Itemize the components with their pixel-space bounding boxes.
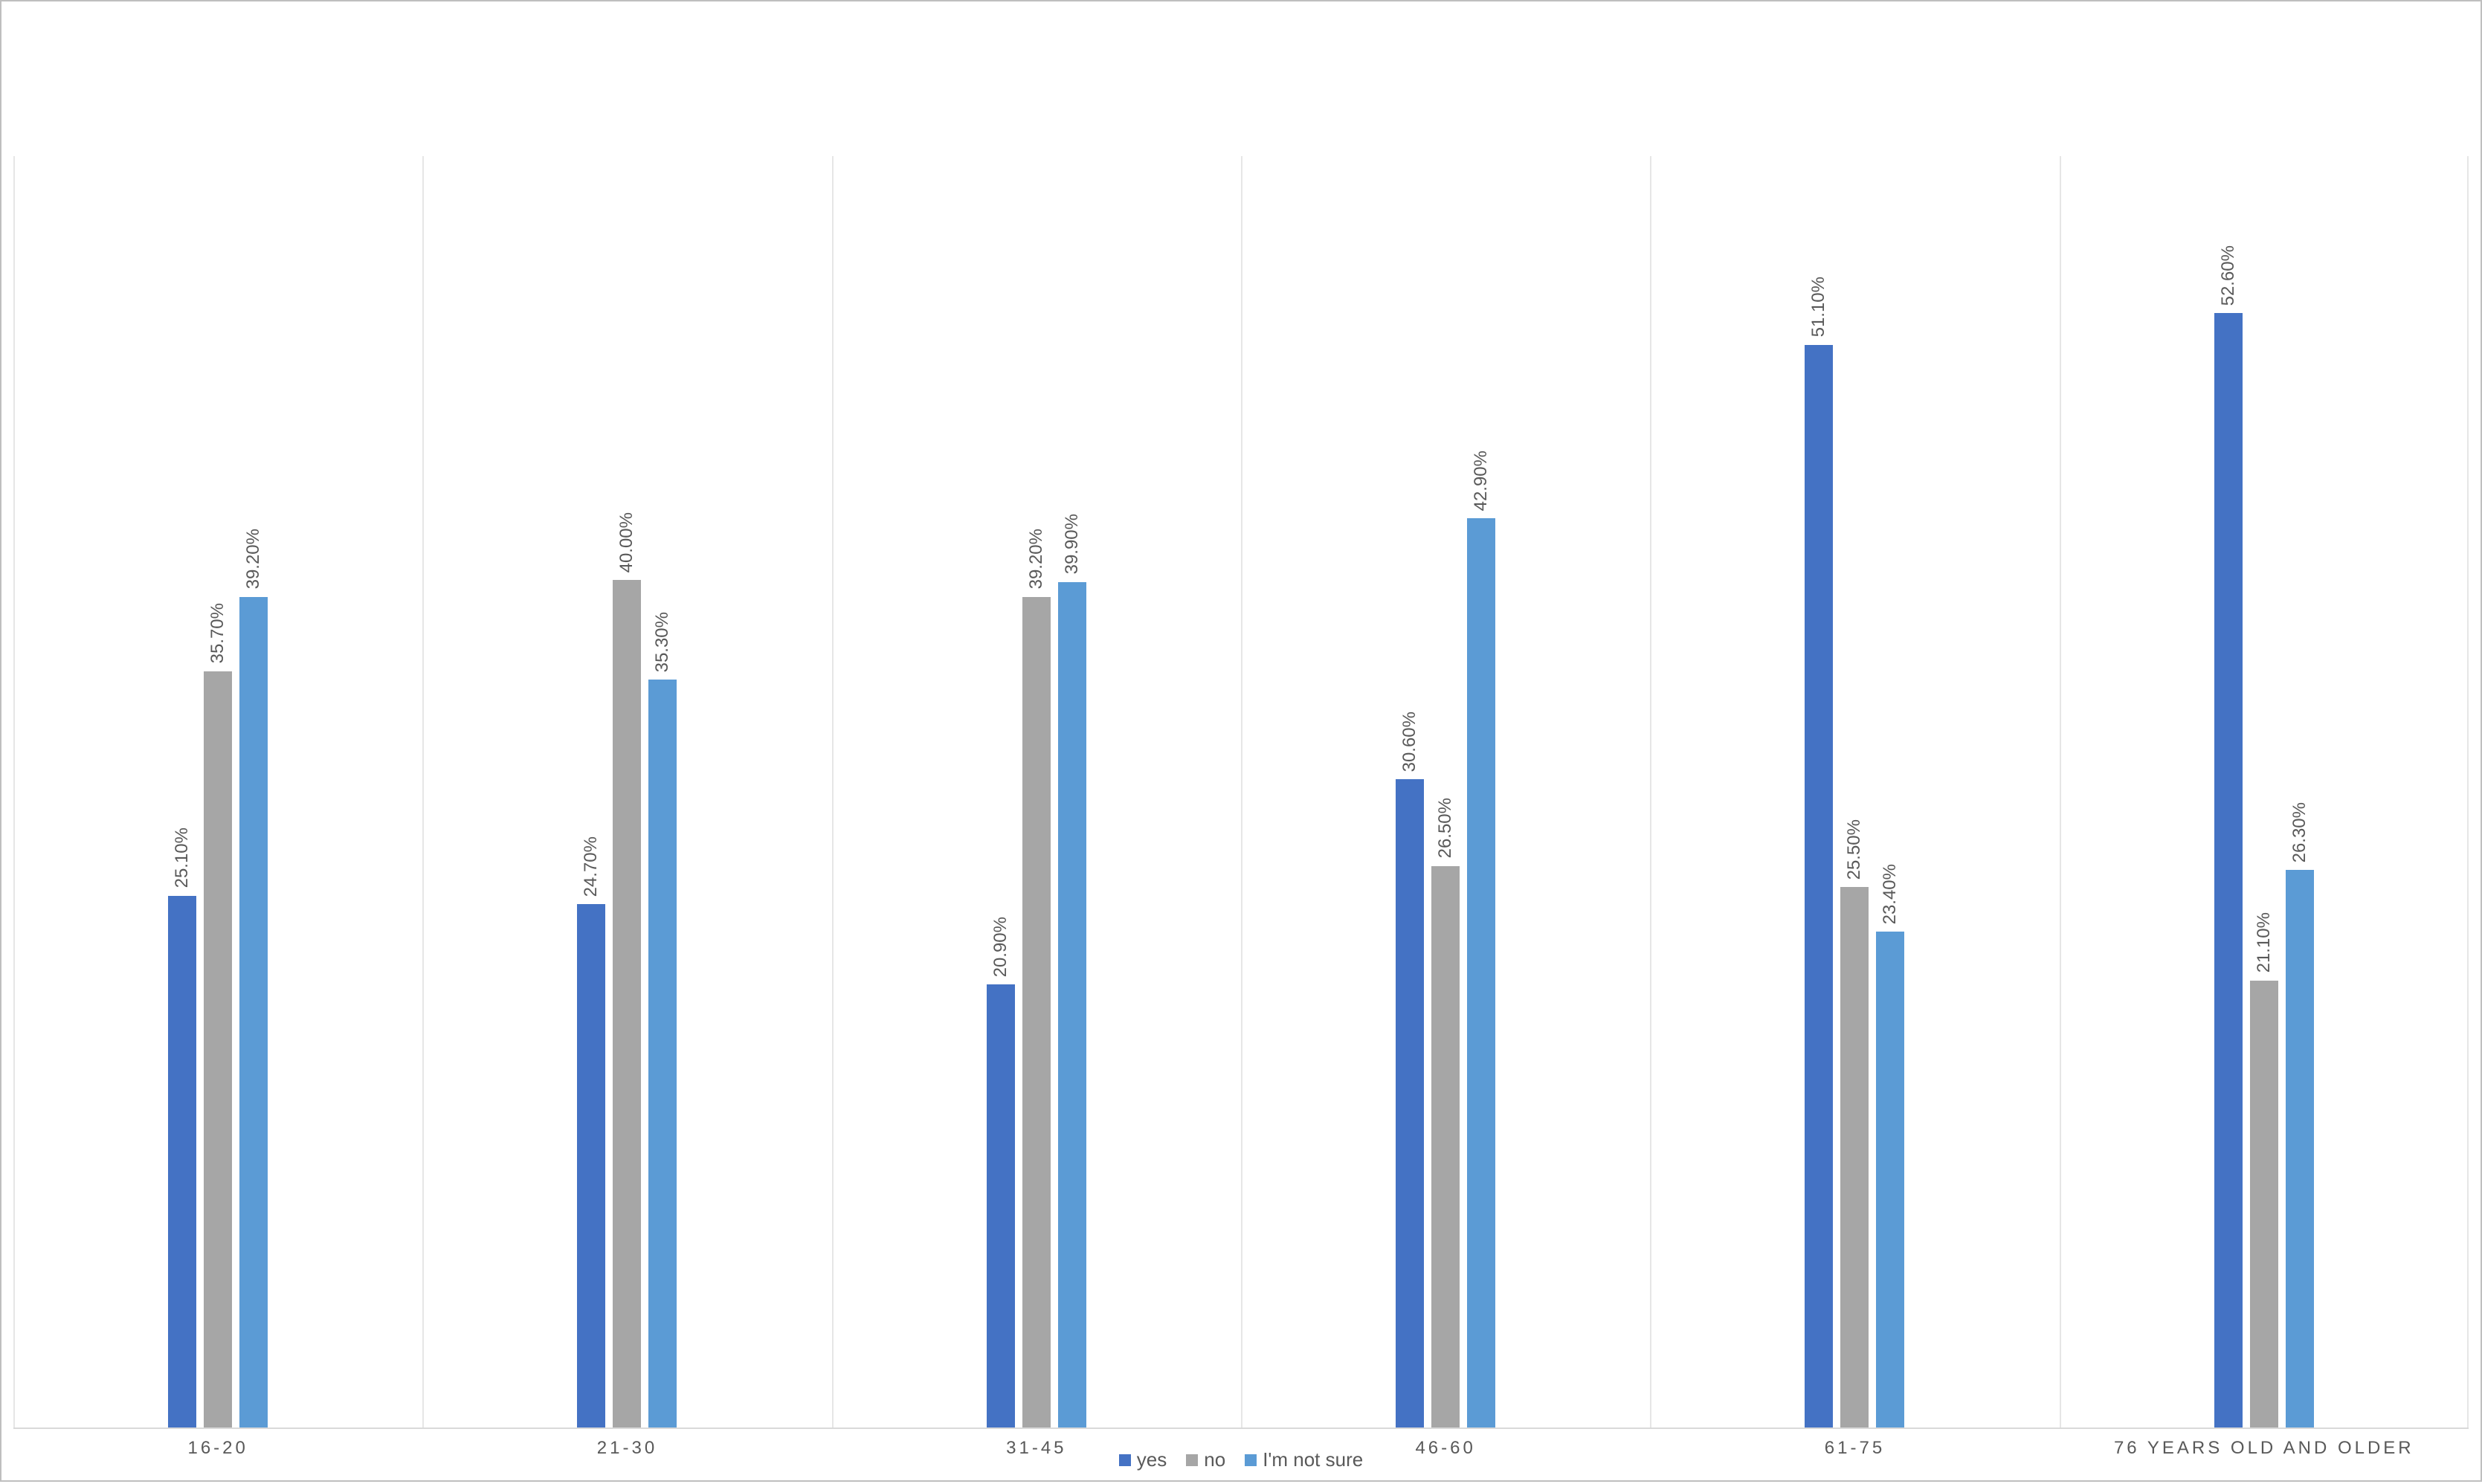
bar-value-label: 25.10% bbox=[172, 828, 193, 888]
bar-wrap: 25.10% bbox=[168, 15, 196, 1427]
bar bbox=[1396, 779, 1424, 1427]
bar-wrap: 35.70% bbox=[204, 15, 232, 1427]
category-group: 25.10% 35.70% 39.20% bbox=[13, 15, 422, 1427]
bar-wrap: 21.10% bbox=[2250, 15, 2278, 1427]
chart-frame: 25.10% 35.70% 39.20% 24.70% 40.00% 35.30% 20.9… bbox=[0, 0, 2482, 1482]
bar-value-label: 42.90% bbox=[1471, 451, 1492, 511]
bar bbox=[648, 680, 677, 1427]
bar bbox=[1840, 887, 1869, 1427]
bar-wrap: 26.30% bbox=[2286, 15, 2314, 1427]
bar bbox=[2214, 313, 2243, 1427]
bar-value-label: 26.30% bbox=[2289, 802, 2310, 862]
bar-wrap: 39.90% bbox=[1058, 15, 1086, 1427]
bar-value-label: 21.10% bbox=[2254, 912, 2275, 972]
category-group: 30.60% 26.50% 42.90% bbox=[1241, 15, 1650, 1427]
category-group: 24.70% 40.00% 35.30% bbox=[422, 15, 831, 1427]
bar-wrap: 40.00% bbox=[613, 15, 641, 1427]
bar-value-label: 40.00% bbox=[616, 512, 637, 572]
plot-area: 25.10% 35.70% 39.20% 24.70% 40.00% 35.30% 20.9… bbox=[13, 15, 2469, 1429]
bar-value-label: 20.90% bbox=[990, 917, 1011, 977]
bar-wrap: 26.50% bbox=[1431, 15, 1460, 1427]
bar-value-label: 24.70% bbox=[581, 836, 602, 897]
bar-wrap: 52.60% bbox=[2214, 15, 2243, 1427]
legend-swatch bbox=[1245, 1454, 1257, 1466]
bar-value-label: 51.10% bbox=[1808, 277, 1829, 337]
bar-value-label: 23.40% bbox=[1880, 864, 1901, 924]
bar-wrap: 20.90% bbox=[987, 15, 1015, 1427]
bar bbox=[2286, 870, 2314, 1427]
bar-value-label: 39.20% bbox=[1026, 529, 1047, 589]
bar-wrap: 39.20% bbox=[1022, 15, 1051, 1427]
bar-wrap: 30.60% bbox=[1396, 15, 1424, 1427]
bar bbox=[1876, 932, 1904, 1427]
legend-item: yes bbox=[1119, 1448, 1167, 1471]
legend-item: I'm not sure bbox=[1245, 1448, 1363, 1471]
legend-item: no bbox=[1186, 1448, 1225, 1471]
bar-value-label: 35.30% bbox=[652, 612, 673, 672]
bar-wrap: 51.10% bbox=[1805, 15, 1833, 1427]
bar bbox=[613, 580, 641, 1427]
bar-value-label: 30.60% bbox=[1399, 712, 1420, 772]
bar-value-label: 26.50% bbox=[1435, 798, 1456, 858]
legend: yes no I'm not sure bbox=[13, 1448, 2469, 1474]
bar-value-label: 39.20% bbox=[243, 529, 264, 589]
legend-label: I'm not sure bbox=[1263, 1448, 1363, 1471]
bar bbox=[2250, 981, 2278, 1427]
legend-swatch bbox=[1186, 1454, 1198, 1466]
bar bbox=[239, 597, 268, 1427]
bar-wrap: 39.20% bbox=[239, 15, 268, 1427]
bar-value-label: 25.50% bbox=[1844, 819, 1865, 880]
bar bbox=[1467, 518, 1495, 1427]
category-group: 51.10% 25.50% 23.40% bbox=[1650, 15, 2059, 1427]
category-group: 52.60% 21.10% 26.30% bbox=[2060, 15, 2469, 1427]
bar bbox=[987, 984, 1015, 1427]
bar bbox=[168, 896, 196, 1427]
bar-wrap: 42.90% bbox=[1467, 15, 1495, 1427]
legend-swatch bbox=[1119, 1454, 1131, 1466]
bar bbox=[1431, 866, 1460, 1427]
bar bbox=[1805, 345, 1833, 1427]
bar-value-label: 39.90% bbox=[1062, 514, 1083, 574]
bar-wrap: 23.40% bbox=[1876, 15, 1904, 1427]
legend-label: yes bbox=[1137, 1448, 1167, 1471]
legend-label: no bbox=[1204, 1448, 1225, 1471]
category-group: 20.90% 39.20% 39.90% bbox=[832, 15, 1241, 1427]
bar-value-label: 35.70% bbox=[207, 603, 228, 663]
bar bbox=[1022, 597, 1051, 1427]
bar-wrap: 25.50% bbox=[1840, 15, 1869, 1427]
bar bbox=[1058, 582, 1086, 1427]
bar bbox=[577, 904, 605, 1427]
bar bbox=[204, 671, 232, 1427]
bar-wrap: 24.70% bbox=[577, 15, 605, 1427]
bar-value-label: 52.60% bbox=[2218, 245, 2239, 306]
bar-wrap: 35.30% bbox=[648, 15, 677, 1427]
